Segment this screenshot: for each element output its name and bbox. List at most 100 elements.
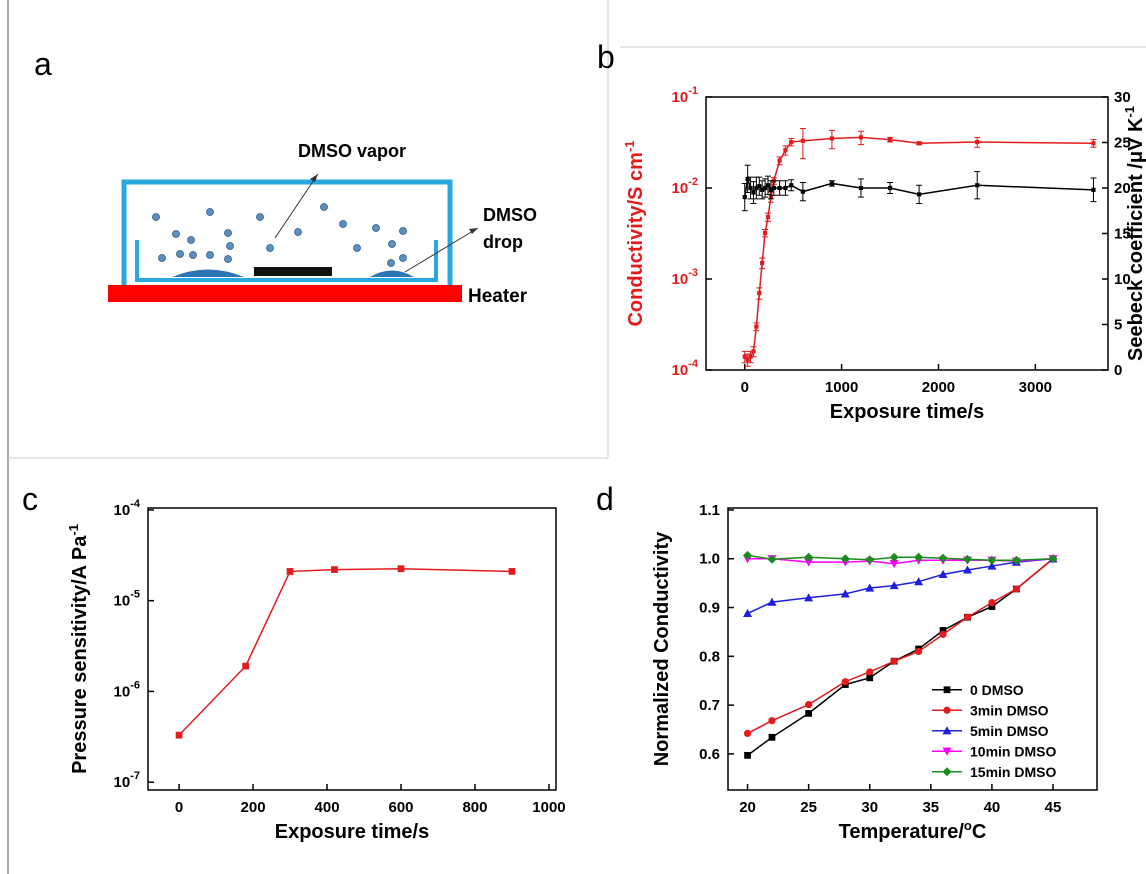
marker: [917, 192, 922, 197]
marker: [760, 187, 765, 192]
marker: [866, 668, 874, 676]
y-tick-label: 10-2: [672, 176, 698, 197]
marker: [757, 184, 762, 189]
tick-exponent: -2: [688, 176, 698, 188]
x-tick-label: 3000: [1019, 379, 1052, 396]
marker: [789, 139, 794, 145]
series-line: [747, 558, 1054, 756]
marker: [1011, 555, 1021, 565]
marker: [768, 733, 776, 741]
marker: [805, 701, 813, 709]
legend-label: 15min DMSO: [970, 764, 1056, 780]
y2-tick-label: 15: [1114, 226, 1131, 243]
y2-axis-label-text: Seebeck coefficient /μV K: [1125, 117, 1146, 361]
y2-axis-label-sup: -1: [1122, 106, 1137, 118]
x-tick-label: 0: [175, 799, 183, 816]
marker: [938, 553, 948, 563]
tick-base: 10: [114, 683, 131, 700]
marker: [840, 589, 850, 598]
tick-exponent: -4: [130, 498, 141, 510]
tick-exponent: -5: [130, 589, 140, 601]
tick-base: 1.0: [699, 551, 720, 568]
x-tick-label: 600: [388, 799, 413, 816]
legend-marker: [943, 706, 951, 714]
x-tick-label: 35: [922, 799, 939, 816]
tick-base: 10: [672, 362, 689, 379]
marker: [975, 139, 980, 145]
x-tick-label: 1000: [825, 379, 858, 396]
marker: [865, 555, 875, 565]
marker: [175, 731, 183, 739]
marker: [804, 593, 814, 602]
marker: [757, 290, 762, 296]
marker: [748, 185, 753, 191]
diagram: a DMSO vapor DMSO drop Heater: [34, 46, 537, 307]
y-axis-label: Conductivity/S cm-1: [622, 140, 647, 326]
y-tick-label: 10-4: [672, 358, 699, 379]
x-axis-label-sup: o: [964, 818, 972, 833]
legend-marker: [942, 767, 952, 777]
drop: [172, 269, 244, 277]
y2-axis-label: Seebeck coefficient /μV K-1: [1122, 106, 1146, 361]
tick-base: 10: [114, 774, 131, 791]
marker: [767, 554, 777, 564]
legend-marker: [942, 747, 952, 756]
x-tick-label: 200: [241, 799, 266, 816]
x-tick-label: 1000: [532, 799, 565, 816]
marker: [890, 657, 898, 665]
marker: [1091, 141, 1096, 146]
marker: [975, 183, 980, 188]
x-axis-label-tail: C: [972, 821, 986, 843]
marker: [765, 214, 771, 220]
legend-marker: [943, 686, 951, 694]
marker: [800, 189, 805, 194]
tick-base: 10: [114, 593, 131, 610]
y-tick-label: 10-4: [114, 498, 141, 519]
x-tick-label: 30: [861, 799, 878, 816]
marker: [889, 552, 899, 562]
y2-tick-label: 5: [1114, 317, 1122, 334]
chamber: [121, 179, 453, 285]
legend-label: 10min DMSO: [970, 743, 1056, 759]
arrow: [404, 227, 479, 273]
film: [254, 267, 332, 276]
arrow: [274, 173, 319, 239]
panel-label: a: [34, 46, 52, 82]
y-axis-label-text: Conductivity/S cm: [625, 152, 647, 326]
marker: [743, 550, 753, 560]
marker: [804, 558, 814, 567]
marker: [765, 183, 771, 188]
y-tick-label: 10-7: [114, 770, 140, 791]
marker: [789, 183, 794, 188]
x-axis-label: Temperature/oC: [839, 818, 987, 843]
panel-label: c: [22, 481, 38, 517]
marker: [938, 569, 948, 578]
marker: [962, 554, 972, 564]
y-axis-label: Pressure sensitivity/A Pa-1: [66, 524, 91, 774]
x-tick-label: 25: [800, 799, 817, 816]
series-line: [747, 558, 1054, 735]
marker: [829, 136, 835, 141]
marker: [1048, 554, 1058, 564]
marker: [889, 560, 899, 569]
marker: [987, 561, 997, 570]
series-line: [747, 557, 1054, 615]
legend-marker: [942, 726, 952, 735]
marker: [988, 603, 996, 610]
marker: [914, 577, 924, 586]
marker: [745, 176, 750, 181]
y2-tick-label: 10: [1114, 271, 1131, 288]
marker: [742, 195, 747, 200]
marker: [751, 349, 756, 354]
panel-label: b: [597, 39, 615, 75]
marker: [887, 137, 893, 142]
marker: [914, 552, 924, 562]
marker: [751, 190, 756, 195]
panel-label: d: [596, 481, 614, 517]
tick-base: 10: [672, 180, 689, 197]
legend-label: 5min DMSO: [970, 723, 1049, 739]
marker: [829, 181, 835, 186]
marker: [743, 729, 752, 738]
marker: [745, 357, 750, 362]
tick-exponent: -3: [688, 267, 698, 279]
